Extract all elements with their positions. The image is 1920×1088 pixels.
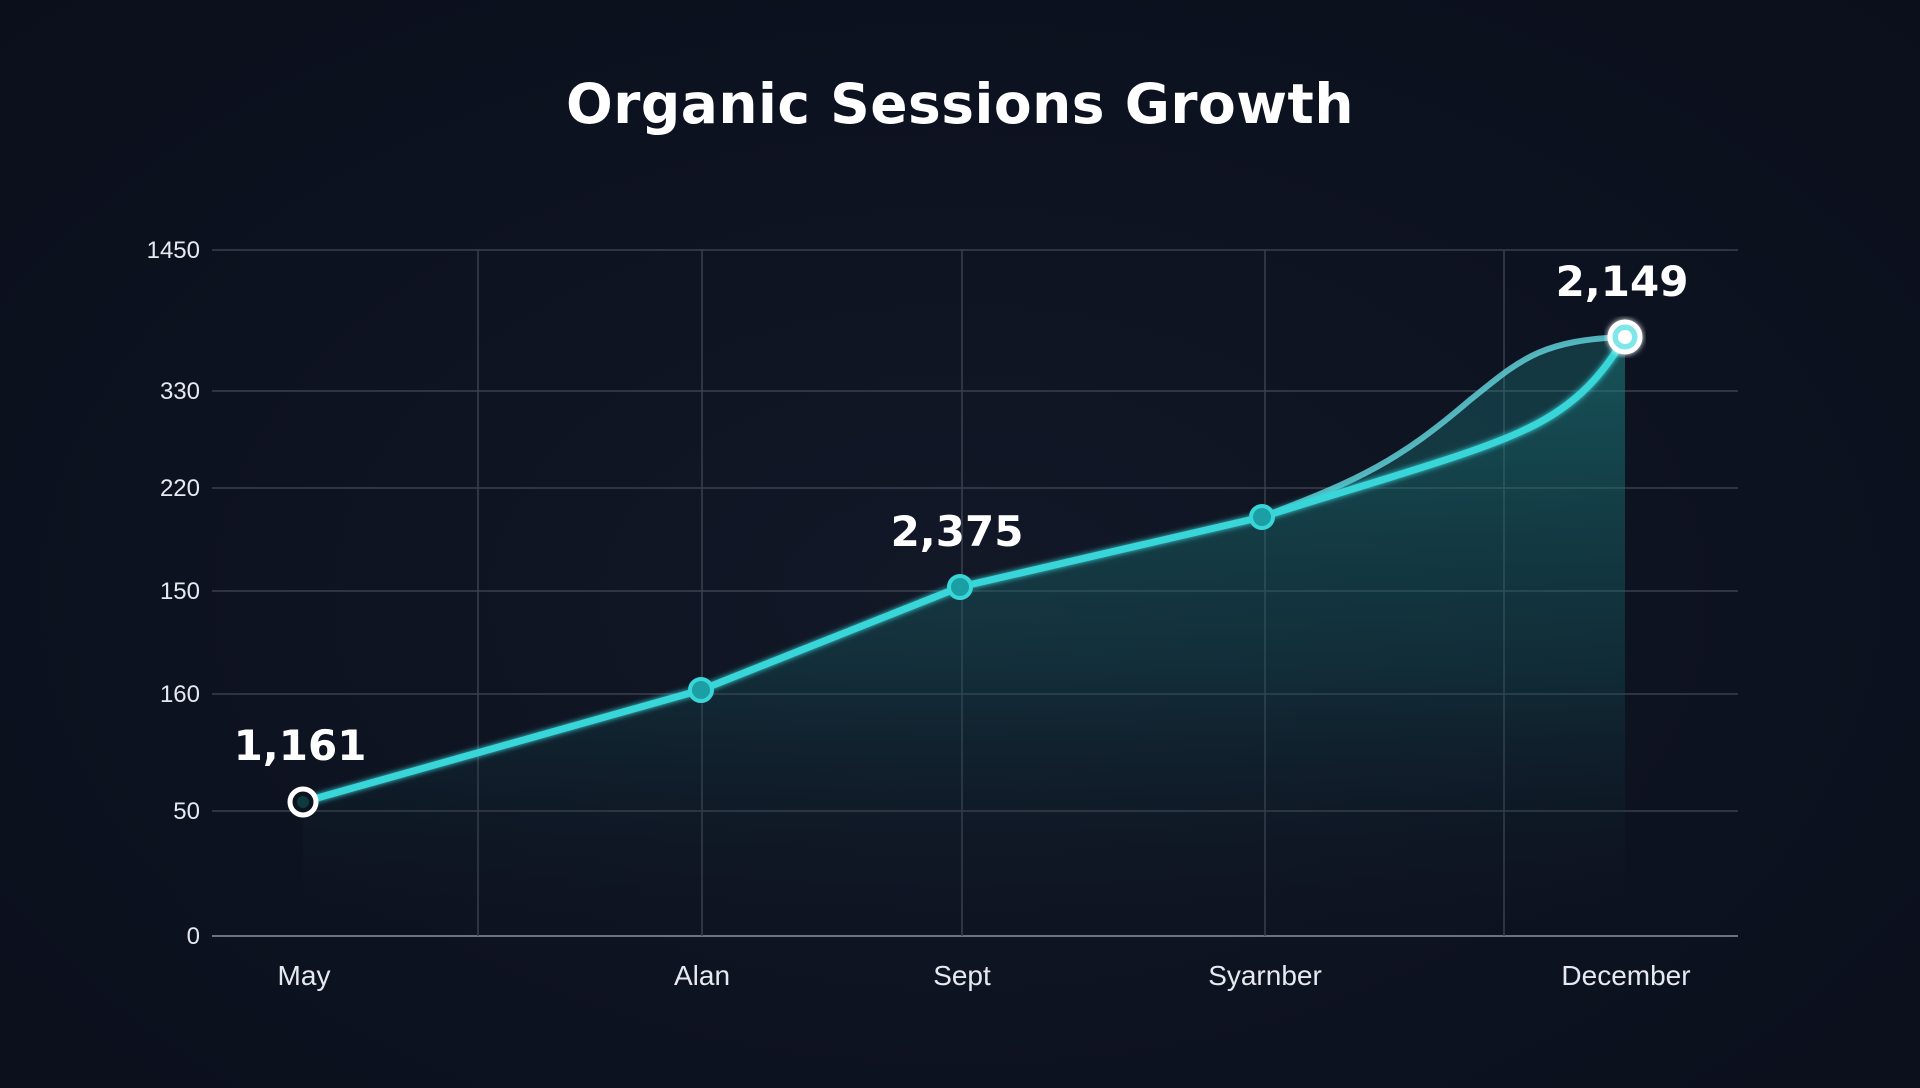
data-label: 1,161 (234, 721, 367, 770)
x-tick-label: Alan (674, 960, 730, 991)
y-tick-label: 160 (160, 681, 200, 708)
area-fill (303, 337, 1625, 936)
x-tick-label: Syarnber (1208, 960, 1322, 991)
x-tick-label: Sept (933, 960, 991, 991)
y-tick-label: 1450 (147, 237, 200, 264)
y-tick-label: 0 (187, 923, 200, 950)
y-tick-label: 150 (160, 578, 200, 605)
x-tick-label: December (1561, 960, 1690, 991)
y-tick-label: 220 (160, 475, 200, 502)
data-point (688, 677, 714, 703)
series-lines (299, 333, 1629, 806)
series-area (303, 337, 1625, 936)
chart-title: Organic Sessions Growth (566, 72, 1354, 136)
x-axis: May Alan Sept Syarnber December (278, 960, 1691, 991)
data-points (287, 319, 1643, 818)
series-line (299, 333, 1629, 806)
data-labels: 1,161 2,375 2,149 (234, 257, 1689, 770)
series-line-upper (1259, 334, 1628, 520)
data-point-core (1618, 330, 1632, 344)
data-point (1249, 504, 1275, 530)
data-point-core (297, 796, 309, 808)
y-tick-label: 330 (160, 378, 200, 405)
data-label: 2,375 (891, 507, 1024, 556)
band-fill (1262, 337, 1625, 517)
y-tick-label: 50 (173, 798, 200, 825)
y-axis: 1450 330 220 150 160 50 0 (147, 237, 200, 950)
data-label: 2,149 (1556, 257, 1689, 306)
data-point (947, 574, 973, 600)
x-tick-label: May (278, 960, 331, 991)
